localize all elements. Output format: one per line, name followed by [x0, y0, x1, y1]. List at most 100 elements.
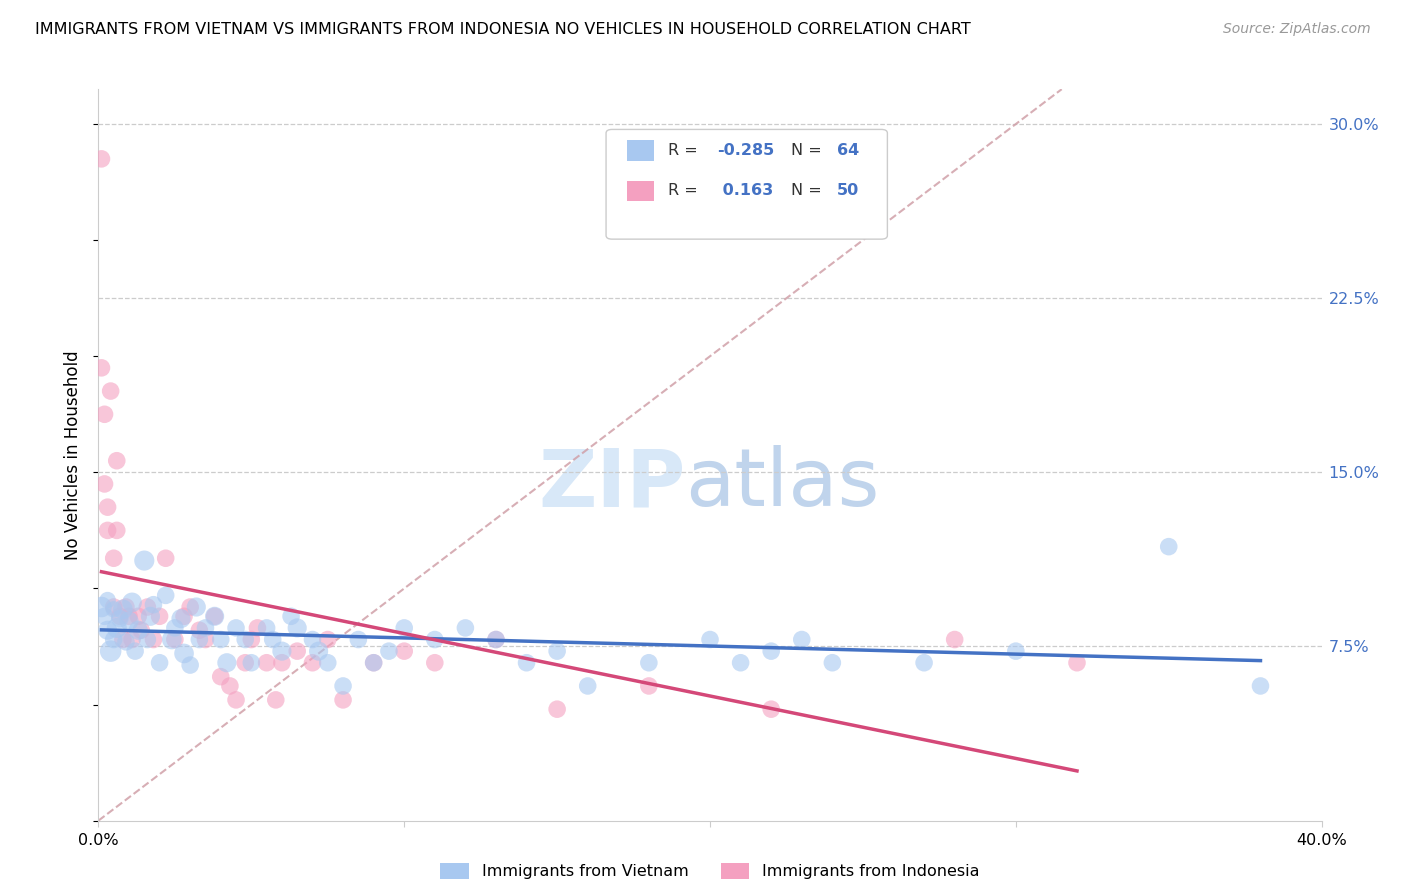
Point [188, 624, 211, 638]
Text: R =: R = [668, 143, 703, 158]
Point [111, 602, 134, 616]
Point [188, 632, 211, 647]
Point [209, 632, 232, 647]
Point [233, 632, 256, 647]
Point [730, 656, 752, 670]
Point [392, 621, 416, 635]
Point [256, 656, 278, 670]
Point [105, 621, 128, 635]
Point [103, 600, 125, 615]
Point [246, 621, 269, 635]
Point [262, 632, 284, 647]
Point [225, 621, 247, 635]
Point [134, 553, 156, 567]
Point [546, 702, 568, 716]
Point [209, 670, 232, 684]
Point [240, 632, 263, 647]
Point [759, 702, 782, 716]
Point [136, 600, 159, 615]
Point [316, 632, 339, 647]
Legend: Immigrants from Vietnam, Immigrants from Indonesia: Immigrants from Vietnam, Immigrants from… [434, 856, 986, 886]
Point [118, 609, 141, 624]
Point [219, 679, 242, 693]
Point [105, 524, 128, 538]
Point [1157, 540, 1180, 554]
Point [111, 632, 134, 647]
Point [136, 632, 159, 647]
Point [115, 600, 138, 615]
Point [1249, 679, 1271, 693]
Point [163, 621, 186, 635]
Point [170, 612, 193, 626]
Point [155, 551, 177, 566]
Point [97, 593, 120, 607]
Text: R =: R = [668, 184, 709, 198]
Point [215, 656, 238, 670]
Point [301, 656, 323, 670]
Point [194, 621, 217, 635]
Point [97, 524, 120, 538]
Point [115, 635, 138, 649]
Point [163, 632, 186, 647]
Point [378, 644, 401, 658]
Point [285, 621, 308, 635]
Point [127, 609, 149, 624]
Point [485, 632, 508, 647]
Text: ZIP: ZIP [538, 445, 686, 524]
Text: 64: 64 [837, 143, 859, 158]
Point [97, 500, 120, 515]
Point [149, 609, 172, 624]
Point [332, 679, 354, 693]
Point [100, 384, 122, 398]
Point [576, 679, 599, 693]
Point [308, 644, 330, 658]
Point [546, 644, 568, 658]
Point [108, 612, 131, 626]
Point [264, 693, 287, 707]
Point [90, 360, 112, 375]
Point [93, 407, 115, 421]
Point [332, 693, 354, 707]
Point [240, 656, 263, 670]
Point [1004, 644, 1026, 658]
Point [392, 644, 416, 658]
Point [637, 656, 661, 670]
Point [127, 624, 149, 638]
Point [316, 656, 339, 670]
Point [173, 609, 195, 624]
Point [142, 598, 165, 612]
Point [100, 644, 122, 658]
Y-axis label: No Vehicles in Household: No Vehicles in Household [65, 350, 83, 560]
Point [121, 632, 143, 647]
Point [118, 614, 141, 628]
FancyBboxPatch shape [627, 180, 654, 201]
Point [943, 632, 966, 647]
Point [363, 656, 385, 670]
Point [821, 656, 844, 670]
Point [790, 632, 813, 647]
Text: IMMIGRANTS FROM VIETNAM VS IMMIGRANTS FROM INDONESIA NO VEHICLES IN HOUSEHOLD CO: IMMIGRANTS FROM VIETNAM VS IMMIGRANTS FR… [35, 22, 972, 37]
Point [256, 621, 278, 635]
Point [160, 632, 183, 647]
Point [280, 609, 302, 624]
Point [204, 609, 226, 624]
Point [103, 551, 125, 566]
Point [105, 454, 128, 468]
Text: Source: ZipAtlas.com: Source: ZipAtlas.com [1223, 22, 1371, 37]
Point [186, 600, 208, 615]
Point [108, 609, 131, 624]
Point [699, 632, 721, 647]
Point [103, 602, 125, 616]
Text: 50: 50 [837, 184, 859, 198]
Point [103, 632, 125, 647]
Text: atlas: atlas [686, 445, 880, 524]
Point [97, 624, 120, 638]
Point [93, 609, 115, 624]
Point [204, 609, 226, 624]
Text: -0.285: -0.285 [717, 143, 775, 158]
Point [121, 595, 143, 609]
Point [1066, 656, 1088, 670]
Point [93, 477, 115, 491]
Point [423, 632, 446, 647]
FancyBboxPatch shape [627, 140, 654, 161]
